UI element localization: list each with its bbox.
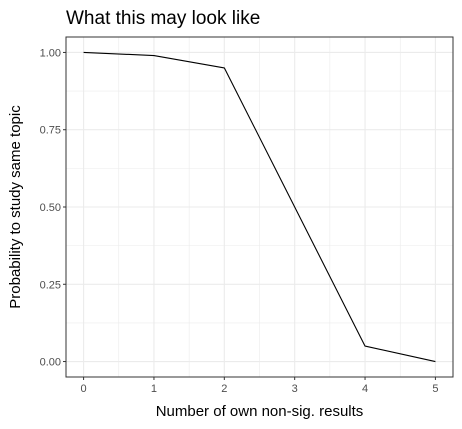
y-tick-label: 0.25: [40, 279, 61, 291]
series-line: [83, 51, 436, 363]
series-layer: [83, 51, 436, 363]
y-tick-label: 0.50: [40, 202, 61, 214]
x-axis-ticks: 0 1 2 3 4 5: [81, 377, 438, 395]
x-tick-label: 0: [81, 383, 87, 395]
x-tick-label: 1: [151, 383, 157, 395]
chart-title: What this may look like: [66, 8, 260, 29]
y-tick-label: 1.00: [40, 47, 61, 59]
x-tick-label: 3: [292, 383, 298, 395]
x-axis-title: Number of own non-sig. results: [156, 403, 364, 420]
y-tick-label: 0.75: [40, 125, 61, 137]
y-axis-title: Probability to study same topic: [7, 105, 24, 309]
y-tick-label: 0.00: [40, 357, 61, 369]
x-tick-label: 5: [432, 383, 438, 395]
y-axis-ticks: 0.00 0.25 0.50 0.75 1.00: [40, 47, 66, 369]
x-tick-label: 4: [362, 383, 368, 395]
x-tick-label: 2: [221, 383, 227, 395]
